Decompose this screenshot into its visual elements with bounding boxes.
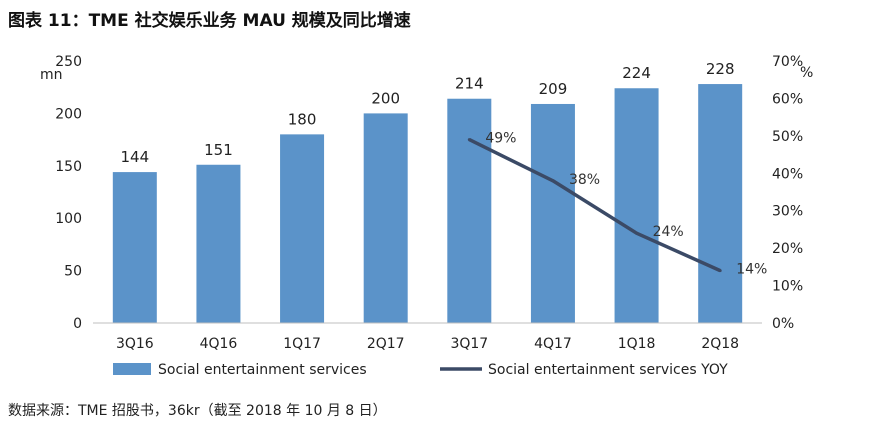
x-tick-label-2Q17: 2Q17 — [367, 336, 405, 352]
right-tick-label: 70% — [772, 54, 803, 70]
yoy-line — [468, 138, 721, 273]
yoy-point-1Q18 — [635, 231, 639, 235]
right-axis-unit: % — [800, 65, 813, 81]
x-tick-label-1Q18: 1Q18 — [618, 336, 656, 352]
yoy-value-label-3Q17: 49% — [485, 131, 516, 147]
bar-value-label-2Q17: 200 — [371, 89, 400, 107]
yoy-point-2Q18 — [718, 269, 722, 273]
x-tick-label-2Q18: 2Q18 — [701, 336, 739, 352]
bar-2Q18 — [698, 84, 743, 323]
bar-2Q17 — [363, 113, 408, 324]
bar-4Q16 — [196, 164, 241, 323]
legend-bar-label: Social entertainment services — [158, 362, 367, 378]
left-tick-label: 0 — [73, 316, 82, 332]
bar-1Q18 — [614, 88, 659, 323]
bar-value-label-3Q16: 144 — [120, 148, 149, 166]
left-tick-label: 250 — [55, 54, 82, 70]
bar-group — [112, 84, 743, 324]
x-tick-label-3Q17: 3Q17 — [450, 336, 488, 352]
legend: Social entertainment services Social ente… — [113, 362, 728, 378]
yoy-line-group: 49% 38% 24% 14% — [467, 131, 767, 278]
left-tick-label: 200 — [55, 106, 82, 122]
bar-value-label-4Q17: 209 — [539, 80, 568, 98]
yoy-point-3Q17 — [467, 138, 471, 142]
right-tick-label: 60% — [772, 91, 803, 107]
legend-line-label: Social entertainment services YOY — [488, 362, 728, 378]
bar-value-label-4Q16: 151 — [204, 141, 233, 159]
left-tick-label: 100 — [55, 211, 82, 227]
bar-value-label-2Q18: 228 — [706, 60, 735, 78]
right-tick-label: 30% — [772, 204, 803, 220]
left-tick-label: 50 — [64, 264, 82, 280]
bar-3Q17 — [447, 98, 492, 323]
left-axis-unit: mn — [40, 67, 63, 83]
bar-value-label-3Q17: 214 — [455, 75, 484, 93]
chart-title: 图表 11：TME 社交娱乐业务 MAU 规模及同比增速 — [8, 11, 411, 31]
source-note: 数据来源：TME 招股书，36kr（截至 2018 年 10 月 8 日） — [8, 403, 387, 419]
right-tick-label: 20% — [772, 241, 803, 257]
x-axis: 3Q16 4Q16 1Q17 2Q17 3Q17 4Q17 1Q18 2Q18 — [93, 322, 762, 352]
x-tick-label-1Q17: 1Q17 — [283, 336, 321, 352]
bar-label-group: 144 151 180 200 214 209 224 228 — [120, 60, 734, 166]
yoy-point-4Q17 — [551, 179, 555, 183]
yoy-value-label-2Q18: 14% — [736, 262, 767, 278]
right-tick-label: 0% — [772, 316, 794, 332]
right-tick-label: 40% — [772, 166, 803, 182]
bar-1Q17 — [280, 134, 325, 323]
bar-4Q17 — [530, 103, 575, 323]
yoy-value-label-4Q17: 38% — [569, 172, 600, 188]
right-tick-label: 50% — [772, 129, 803, 145]
x-tick-label-3Q16: 3Q16 — [116, 336, 154, 352]
bar-value-label-1Q18: 224 — [622, 64, 651, 82]
legend-bar-swatch — [113, 363, 151, 375]
right-axis: 0% 10% 20% 30% 40% 50% 60% 70%% — [772, 54, 813, 332]
left-tick-label: 150 — [55, 159, 82, 175]
bar-3Q16 — [112, 172, 157, 323]
right-tick-label: 10% — [772, 279, 803, 295]
yoy-value-label-1Q18: 24% — [653, 224, 684, 240]
bar-value-label-1Q17: 180 — [288, 110, 317, 128]
x-tick-label-4Q17: 4Q17 — [534, 336, 572, 352]
x-tick-label-4Q16: 4Q16 — [200, 336, 238, 352]
